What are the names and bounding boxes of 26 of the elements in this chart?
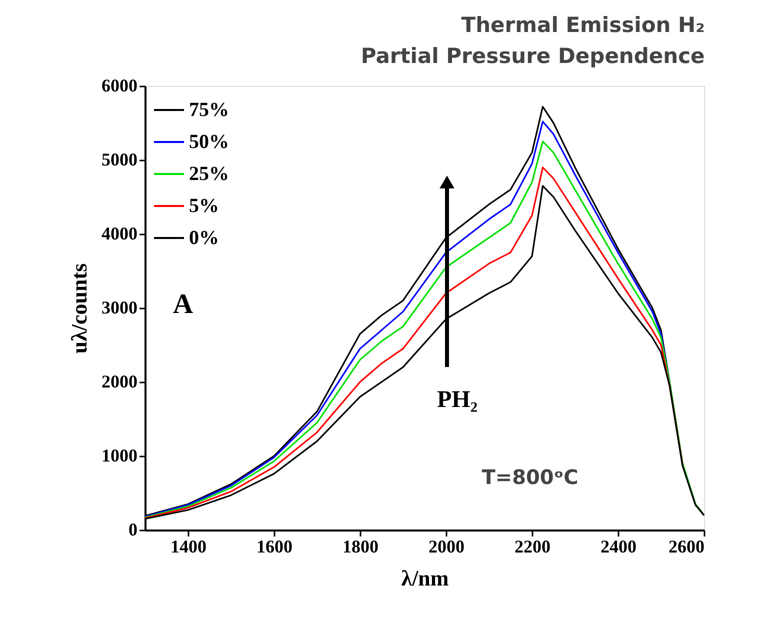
x-tick-label: 2400 — [600, 536, 636, 556]
y-axis-title: uλ/counts — [66, 262, 92, 354]
y-tick-label: 2000 — [102, 372, 138, 392]
chart-subtitle: Partial Pressure Dependence — [360, 44, 705, 68]
legend-label: 75% — [189, 99, 229, 121]
legend-label: 0% — [189, 227, 219, 249]
annotation: A — [172, 289, 194, 320]
y-tick-label: 0 — [128, 520, 138, 540]
annotation: T=800ᵒC — [482, 465, 578, 489]
x-tick-label: 2000 — [428, 536, 464, 556]
x-tick-label: 2200 — [514, 536, 550, 556]
y-tick-label: 3000 — [102, 298, 138, 318]
y-tick-label: 1000 — [102, 446, 138, 466]
x-tick-label: 1800 — [342, 536, 378, 556]
x-axis-title: λ/nm — [401, 566, 449, 590]
chart-title: Thermal Emission H₂ — [461, 13, 705, 37]
annotation: PH₂ — [437, 387, 478, 413]
legend-label: 5% — [189, 195, 219, 217]
y-tick-label: 6000 — [102, 76, 138, 96]
x-tick-label: 2600 — [668, 536, 704, 556]
legend-label: 25% — [189, 163, 229, 185]
x-tick-label: 1600 — [256, 536, 292, 556]
x-tick-label: 1400 — [170, 536, 206, 556]
y-tick-label: 5000 — [102, 150, 138, 170]
legend-label: 50% — [189, 131, 229, 153]
y-tick-label: 4000 — [102, 224, 138, 244]
